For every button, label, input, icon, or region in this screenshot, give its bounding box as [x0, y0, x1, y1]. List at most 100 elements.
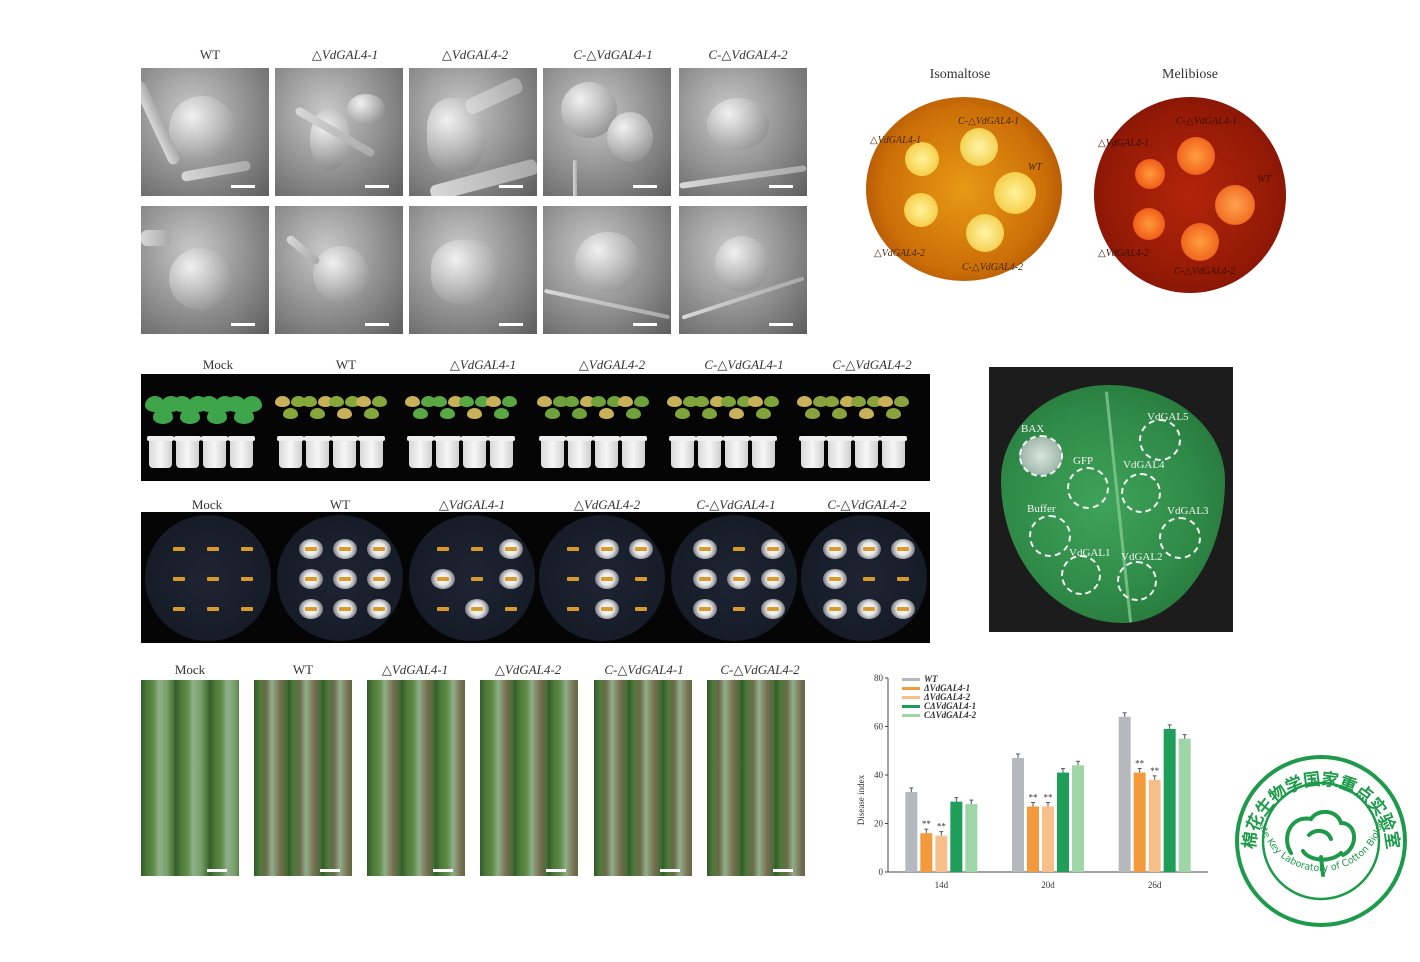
scale-bar: [207, 869, 227, 872]
stem-segment: [437, 607, 449, 611]
infiltration-spot: [1019, 435, 1063, 477]
scale-bar: [660, 869, 680, 872]
sem-image: [275, 206, 403, 334]
plant-leaf: [694, 396, 709, 407]
stem-segment: [863, 607, 875, 611]
stem-segment: [241, 577, 253, 581]
leaf-label: VdGAL1: [1069, 547, 1111, 559]
bar: [1133, 772, 1146, 872]
plant-leaf: [607, 396, 622, 407]
plant-leaf: [234, 408, 254, 424]
stem-segment: [173, 547, 185, 551]
plant-leaf: [275, 396, 290, 407]
legend-label: CΔVdGAL4-2: [924, 710, 977, 720]
infiltration-spot: [1159, 517, 1201, 559]
sem-col-label: C-△VdGAL4-1: [573, 47, 653, 62]
sem-col-label: △VdGAL4-1: [311, 47, 379, 62]
sem-image: [679, 206, 807, 334]
legend-swatch: [902, 696, 920, 699]
isomaltose-label: △VdGAL4-1: [870, 135, 922, 146]
disease-index-chart: Disease index 0 20 40 60 80 ** ** 14d ** ** 20d ** *…: [856, 673, 1208, 890]
sem-image: [275, 68, 403, 196]
stem-segment: [567, 577, 579, 581]
petri-col-label: C-△VdGAL4-1: [696, 497, 776, 512]
melibiose-label: WT: [1257, 174, 1271, 185]
chart-ylabel: Disease index: [856, 774, 866, 825]
plant-pot: [228, 436, 255, 468]
plant-leaf: [207, 408, 227, 424]
plant-leaf: [337, 408, 352, 419]
stem-segment: [373, 577, 385, 581]
plant-pot: [277, 436, 304, 468]
culture-plate: [539, 515, 665, 641]
sem-col-label: △VdGAL4-2: [441, 47, 509, 62]
plants-col-label: △VdGAL4-1: [449, 357, 517, 372]
stems-col-label: △VdGAL4-1: [381, 662, 449, 677]
plant-leaf: [580, 396, 595, 407]
plant-leaf: [153, 408, 173, 424]
plant-pot: [799, 436, 826, 468]
bar: [1072, 765, 1084, 872]
plant-leaf: [886, 408, 901, 419]
bar: [1042, 806, 1054, 872]
plant-pot: [331, 436, 358, 468]
plant-leaf: [405, 396, 420, 407]
melibiose-title: Melibiose: [1162, 67, 1218, 82]
plant-leaf: [748, 396, 763, 407]
plant-leaf: [729, 408, 744, 419]
plant-pot: [566, 436, 593, 468]
plant-leaf: [878, 396, 893, 407]
stem-segment: [829, 607, 841, 611]
lab-logo: 棉花生物学国家重点实验室State Key Laboratory of Cott…: [1233, 753, 1407, 927]
legend-label: ΔVdGAL4-1: [923, 683, 970, 693]
plant-leaf: [440, 408, 455, 419]
plant-leaf: [813, 396, 828, 407]
plant-leaf: [851, 396, 866, 407]
stem-segment: [699, 547, 711, 551]
bar: [950, 801, 963, 872]
stem-segment: [207, 607, 219, 611]
stem-segment: [339, 547, 351, 551]
x-tick-label: 26d: [1148, 880, 1162, 890]
stem-segment: [829, 577, 841, 581]
petri-col-label: WT: [329, 497, 351, 512]
plant-pot: [620, 436, 647, 468]
sem-image: [543, 68, 671, 196]
plant-leaf: [364, 408, 379, 419]
legend-swatch: [902, 705, 920, 708]
culture-plate: [277, 515, 403, 641]
plant-pot: [593, 436, 620, 468]
plant-leaf: [805, 408, 820, 419]
plant-leaf: [372, 396, 387, 407]
stem-section: [254, 680, 352, 876]
stem-segment: [471, 547, 483, 551]
plant-leaf: [721, 396, 736, 407]
plant-leaf: [413, 408, 428, 419]
plant-pot: [201, 436, 228, 468]
culture-plate: [801, 515, 927, 641]
stem-segment: [173, 577, 185, 581]
plant-leaf: [553, 396, 568, 407]
stem-segment: [373, 607, 385, 611]
plant-leaf: [356, 396, 371, 407]
sem-image: [409, 68, 537, 196]
legend-swatch: [902, 714, 920, 717]
plants-col-label: △VdGAL4-2: [578, 357, 646, 372]
leaf-label: VdGAL4: [1123, 459, 1165, 471]
y-tick-label: 20: [874, 819, 884, 829]
stem-segment: [505, 577, 517, 581]
plant-leaf: [564, 396, 579, 407]
plant-leaf: [180, 408, 200, 424]
stem-segment: [767, 547, 779, 551]
stem-segment: [339, 577, 351, 581]
plants-col-label: Mock: [202, 357, 234, 372]
sem-image: [679, 68, 807, 196]
stems-col-label: Mock: [174, 662, 206, 677]
petri-col-label: Mock: [191, 497, 223, 512]
plant-leaf: [310, 408, 325, 419]
significance-mark: **: [1044, 793, 1054, 803]
stem-segment: [733, 547, 745, 551]
stem-segment: [207, 547, 219, 551]
plant-pot: [669, 436, 696, 468]
plants-col-label: WT: [335, 357, 357, 372]
